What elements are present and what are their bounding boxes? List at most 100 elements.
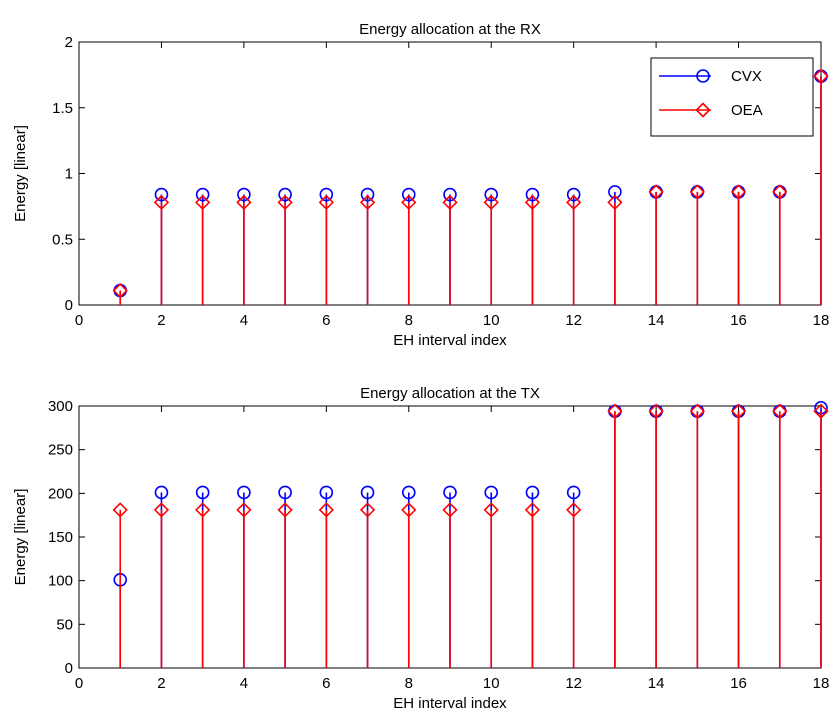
chart-panel-1: Energy allocation at the RX0 2 4 6 8 10 12 14 16…	[12, 21, 829, 349]
x-tick-label: 10	[483, 675, 500, 692]
cvx-marker	[237, 187, 251, 202]
oea-marker	[318, 194, 334, 211]
cvx-marker	[360, 485, 375, 500]
x-tick-label: 14	[648, 675, 665, 692]
oea-marker	[689, 403, 705, 419]
y-tick-label: 0.5	[52, 231, 73, 248]
y-tick-label: 100	[48, 573, 73, 590]
oea-marker	[442, 194, 458, 211]
legend-item-oea: OEA	[659, 102, 763, 119]
oea-marker	[566, 194, 582, 211]
x-tick-label: 16	[730, 312, 747, 329]
x-tick-label: 12	[565, 312, 582, 329]
oea-marker	[813, 403, 829, 419]
cvx-marker	[319, 485, 334, 500]
cvx-marker	[195, 187, 210, 202]
legend: CVX OEA	[650, 57, 814, 137]
y-tick-label: 1	[65, 166, 73, 183]
cvx-marker	[443, 485, 457, 500]
oea-marker	[236, 502, 252, 518]
oea-marker	[607, 403, 623, 419]
cvx-marker	[401, 485, 416, 500]
x-tick-label: 4	[240, 312, 248, 329]
oea-marker	[772, 184, 788, 200]
oea-marker	[153, 194, 170, 211]
cvx-marker	[443, 187, 457, 202]
cvx-marker	[484, 485, 499, 500]
x-tick-label: 10	[483, 312, 500, 329]
y-tick-label: 150	[48, 529, 73, 546]
y-tick-label: 250	[48, 442, 73, 459]
cvx-marker	[566, 485, 581, 500]
x-axis-label: EH interval index	[393, 695, 507, 712]
y-axis-label: Energy [linear]	[12, 489, 29, 586]
x-tick-label: 14	[648, 312, 665, 329]
x-tick-label: 16	[730, 675, 747, 692]
chart-panel-2: Energy allocation at the TX 0 2 4 6 8 10 12 14 16…	[12, 385, 829, 712]
oea-marker	[524, 502, 541, 518]
cvx-marker	[237, 485, 251, 500]
y-tick-label: 1.5	[52, 100, 73, 117]
oea-marker	[689, 184, 705, 200]
oea-marker	[648, 403, 664, 419]
oea-marker	[195, 194, 211, 211]
oea-marker	[277, 502, 293, 518]
oea-marker	[442, 502, 458, 518]
cvx-marker	[360, 187, 375, 202]
cvx-marker	[154, 187, 169, 202]
y-tick-label: 0	[65, 297, 73, 314]
x-tick-label: 2	[157, 312, 165, 329]
legend-item-cvx: CVX	[659, 68, 762, 85]
legend-label: CVX	[731, 68, 762, 85]
oea-marker	[318, 502, 334, 518]
cvx-marker	[525, 187, 540, 202]
oea-marker	[359, 502, 376, 518]
x-tick-label: 18	[813, 675, 830, 692]
oea-marker	[277, 194, 293, 211]
y-tick-label: 2	[65, 34, 73, 51]
x-tick-label: 2	[157, 675, 165, 692]
cvx-marker	[278, 485, 292, 500]
y-tick-label: 0	[65, 660, 73, 677]
oea-marker	[607, 194, 623, 211]
x-tick-label: 4	[240, 675, 248, 692]
oea-marker	[195, 502, 211, 518]
x-axis-label: EH interval index	[393, 332, 507, 349]
x-tick-label: 12	[565, 675, 582, 692]
oea-marker	[772, 403, 788, 419]
cvx-marker	[566, 187, 581, 202]
cvx-marker	[154, 485, 169, 500]
x-tick-label: 6	[322, 675, 330, 692]
oea-marker	[524, 194, 541, 211]
oea-marker	[112, 282, 128, 299]
oea-marker	[730, 184, 747, 200]
legend-label: OEA	[731, 102, 763, 119]
oea-marker	[483, 502, 499, 518]
oea-marker	[112, 502, 128, 518]
x-tick-label: 18	[813, 312, 830, 329]
x-tick-label: 8	[405, 312, 413, 329]
oea-marker	[359, 194, 376, 211]
chart-title: Energy allocation at the TX	[360, 385, 540, 402]
x-tick-label: 8	[405, 675, 413, 692]
series-oea	[112, 403, 829, 668]
y-tick-label: 200	[48, 485, 73, 502]
y-tick-label: 50	[56, 616, 73, 633]
y-axis-label: Energy [linear]	[12, 125, 29, 222]
oea-marker	[813, 68, 829, 84]
cvx-marker	[278, 187, 292, 202]
cvx-marker	[319, 187, 334, 202]
x-tick-label: 0	[75, 675, 83, 692]
oea-marker	[483, 194, 499, 211]
oea-marker	[401, 194, 417, 211]
series-oea	[112, 68, 829, 305]
oea-marker	[648, 184, 664, 200]
cvx-marker	[195, 485, 210, 500]
cvx-marker	[484, 187, 499, 202]
x-tick-label: 6	[322, 312, 330, 329]
y-tick-label: 300	[48, 398, 73, 415]
legend-marker	[696, 69, 710, 83]
oea-marker	[236, 194, 252, 211]
